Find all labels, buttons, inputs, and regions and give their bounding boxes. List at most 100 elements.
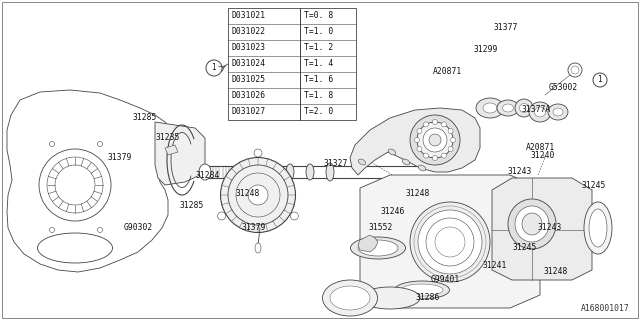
Ellipse shape xyxy=(394,281,449,299)
Text: 31245: 31245 xyxy=(582,180,606,189)
Ellipse shape xyxy=(448,147,453,151)
Text: A168001017: A168001017 xyxy=(581,304,630,313)
Ellipse shape xyxy=(286,164,294,180)
Ellipse shape xyxy=(424,122,429,127)
Ellipse shape xyxy=(418,210,482,274)
Text: T=1. 2: T=1. 2 xyxy=(304,44,333,52)
Ellipse shape xyxy=(534,107,545,117)
Text: 31235: 31235 xyxy=(156,133,180,142)
Text: 31241: 31241 xyxy=(483,260,507,269)
Ellipse shape xyxy=(49,141,54,147)
Ellipse shape xyxy=(388,149,396,155)
Polygon shape xyxy=(358,235,378,252)
Ellipse shape xyxy=(358,159,365,165)
Polygon shape xyxy=(360,175,540,308)
Ellipse shape xyxy=(442,153,447,158)
Ellipse shape xyxy=(433,119,438,124)
Text: G53002: G53002 xyxy=(548,84,578,92)
Text: T=2. 0: T=2. 0 xyxy=(304,108,333,116)
Polygon shape xyxy=(165,145,178,155)
Text: G99401: G99401 xyxy=(430,276,460,284)
Text: 31377: 31377 xyxy=(494,23,518,33)
Text: 31248: 31248 xyxy=(406,188,430,197)
Ellipse shape xyxy=(508,199,556,249)
Text: 31243: 31243 xyxy=(538,223,562,233)
Ellipse shape xyxy=(401,284,443,296)
Ellipse shape xyxy=(97,228,102,233)
Text: D031022: D031022 xyxy=(231,28,265,36)
Ellipse shape xyxy=(584,202,612,254)
Polygon shape xyxy=(350,108,480,175)
Text: 31377A: 31377A xyxy=(522,106,550,115)
Text: 31379: 31379 xyxy=(108,154,132,163)
Ellipse shape xyxy=(255,243,261,253)
Text: 31379: 31379 xyxy=(242,223,266,233)
Ellipse shape xyxy=(403,159,410,165)
Text: D031027: D031027 xyxy=(231,108,265,116)
Text: 31248: 31248 xyxy=(544,268,568,276)
Ellipse shape xyxy=(548,104,568,120)
Ellipse shape xyxy=(417,122,453,158)
Text: 31284: 31284 xyxy=(196,171,220,180)
Text: D031021: D031021 xyxy=(231,12,265,20)
Ellipse shape xyxy=(448,129,453,133)
Ellipse shape xyxy=(417,129,422,133)
Circle shape xyxy=(206,60,222,76)
Polygon shape xyxy=(492,178,592,280)
Text: 31245: 31245 xyxy=(513,244,537,252)
Text: D031025: D031025 xyxy=(231,76,265,84)
Ellipse shape xyxy=(97,141,102,147)
Ellipse shape xyxy=(291,212,298,220)
Text: D031023: D031023 xyxy=(231,44,265,52)
Text: 31299: 31299 xyxy=(474,45,498,54)
Ellipse shape xyxy=(49,228,54,233)
Text: 31286: 31286 xyxy=(416,293,440,302)
Ellipse shape xyxy=(358,240,398,256)
Ellipse shape xyxy=(476,98,504,118)
Ellipse shape xyxy=(429,134,441,146)
Text: 31246: 31246 xyxy=(381,207,405,217)
Ellipse shape xyxy=(415,138,419,142)
Ellipse shape xyxy=(326,163,334,181)
Ellipse shape xyxy=(410,202,490,282)
Text: 31285: 31285 xyxy=(133,114,157,123)
Ellipse shape xyxy=(306,164,314,180)
Ellipse shape xyxy=(433,156,438,161)
Ellipse shape xyxy=(522,213,542,235)
Text: T=1. 6: T=1. 6 xyxy=(304,76,333,84)
Ellipse shape xyxy=(442,122,447,127)
Ellipse shape xyxy=(515,206,549,242)
Ellipse shape xyxy=(254,149,262,157)
Ellipse shape xyxy=(360,287,420,309)
Ellipse shape xyxy=(497,100,519,116)
Ellipse shape xyxy=(435,227,465,257)
Ellipse shape xyxy=(351,237,406,259)
Text: A20871: A20871 xyxy=(525,143,555,153)
Text: 31243: 31243 xyxy=(508,167,532,177)
Ellipse shape xyxy=(410,115,460,165)
Text: D031026: D031026 xyxy=(231,92,265,100)
Text: A20871: A20871 xyxy=(433,68,461,76)
Ellipse shape xyxy=(417,147,422,151)
Ellipse shape xyxy=(199,164,211,180)
Circle shape xyxy=(593,73,607,87)
Ellipse shape xyxy=(451,138,456,142)
Ellipse shape xyxy=(221,157,296,233)
Bar xyxy=(228,8,356,120)
Text: 1: 1 xyxy=(598,76,602,84)
Ellipse shape xyxy=(529,102,551,122)
Ellipse shape xyxy=(330,286,370,310)
Ellipse shape xyxy=(483,103,497,113)
Polygon shape xyxy=(155,122,205,185)
Ellipse shape xyxy=(419,165,426,171)
Text: 31327: 31327 xyxy=(324,158,348,167)
Text: 31285: 31285 xyxy=(180,202,204,211)
Ellipse shape xyxy=(424,153,429,158)
Text: G90302: G90302 xyxy=(124,223,152,233)
Text: 31240: 31240 xyxy=(531,150,555,159)
Ellipse shape xyxy=(218,212,226,220)
Text: T=1. 8: T=1. 8 xyxy=(304,92,333,100)
Text: 31552: 31552 xyxy=(369,223,393,233)
Text: 1: 1 xyxy=(212,63,216,73)
Ellipse shape xyxy=(515,99,533,117)
